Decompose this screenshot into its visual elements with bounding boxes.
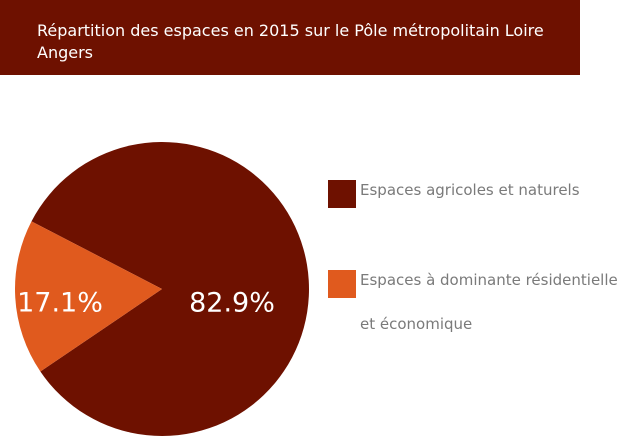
title-bar: Répartition des espaces en 2015 sur le P… xyxy=(0,0,580,75)
pie-slice xyxy=(15,221,162,372)
legend-item: Espaces à dominante résidentielle et éco… xyxy=(328,270,623,346)
legend-label: Espaces agricoles et naturels xyxy=(360,181,580,199)
data-label: 17.1% xyxy=(17,288,103,319)
data-label: 82.9% xyxy=(189,288,275,319)
legend-swatch xyxy=(328,270,356,298)
legend-label: Espaces à dominante résidentielle et éco… xyxy=(360,271,618,333)
pie-slice xyxy=(31,141,309,436)
legend-item: Espaces agricoles et naturels xyxy=(328,180,580,208)
legend-swatch xyxy=(328,180,356,208)
chart-title: Répartition des espaces en 2015 sur le P… xyxy=(37,21,544,62)
